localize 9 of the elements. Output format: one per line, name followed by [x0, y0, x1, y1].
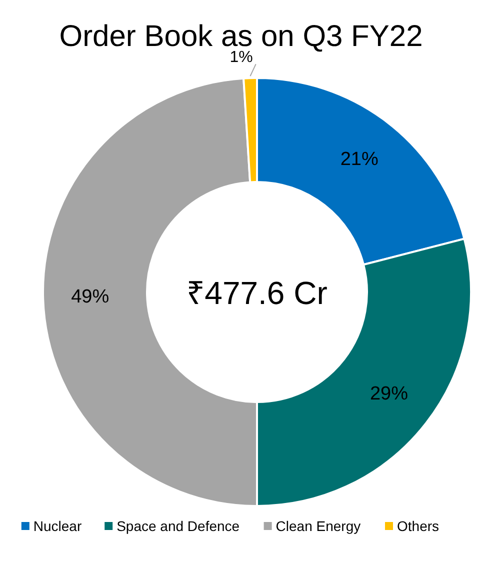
text: ₹477.6 Cr: [186, 275, 328, 311]
legend-label: Clean Energy: [276, 518, 361, 534]
legend-label: Nuclear: [33, 518, 82, 534]
data-label: 21%: [340, 149, 378, 170]
data-label: 49%: [71, 286, 110, 308]
legend-label: Others: [397, 518, 440, 534]
data-label: 1%: [230, 49, 253, 66]
legend-label: Space and Defence: [116, 518, 240, 534]
data-label: 29%: [370, 383, 408, 404]
